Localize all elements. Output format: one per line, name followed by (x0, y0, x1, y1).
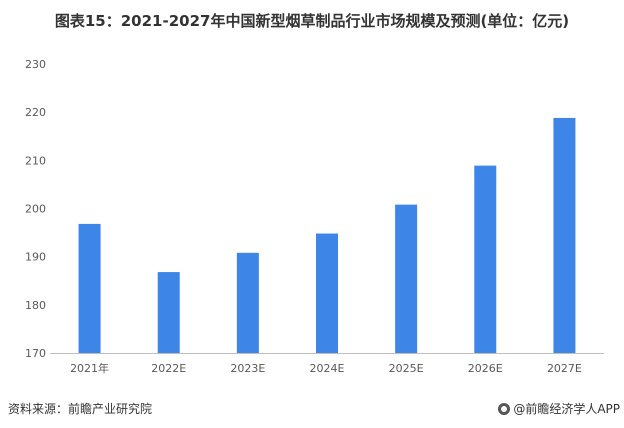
x-tick-label: 2022E (151, 362, 186, 375)
source-note: 资料来源：前瞻产业研究院 (8, 402, 153, 416)
x-tick-label: 2024E (310, 362, 345, 375)
bar (316, 233, 338, 353)
x-tick-label: 2027E (547, 362, 582, 375)
x-tick-label: 2023E (230, 362, 265, 375)
y-axis: 170 180 190 200 210 220 230 (25, 58, 46, 360)
y-tick-label: 170 (25, 347, 46, 360)
bar (78, 223, 101, 353)
brand-logo-icon (498, 402, 511, 415)
x-tick-label: 2021年 (70, 361, 109, 375)
bar-series (78, 117, 576, 354)
y-tick-label: 200 (25, 203, 46, 216)
bar (157, 272, 180, 353)
y-tick-label: 230 (25, 58, 46, 71)
x-tick-label: 2026E (468, 362, 503, 375)
bar (474, 165, 497, 353)
brand-credit: @前瞻经济学人APP (498, 400, 620, 417)
x-tick-label: 2025E (389, 362, 424, 375)
bar (395, 204, 418, 353)
y-tick-label: 190 (25, 251, 46, 264)
brand-text: @前瞻经济学人APP (513, 402, 620, 416)
chart-title: 图表15：2021-2027年中国新型烟草制品行业市场规模及预测(单位：亿元) (54, 12, 570, 30)
bar (553, 117, 576, 354)
y-tick-label: 220 (25, 106, 46, 119)
x-axis: 2021年 2022E 2023E 2024E 2025E 2026E 2027E (70, 361, 582, 375)
y-tick-label: 180 (25, 299, 46, 312)
y-tick-label: 210 (25, 154, 46, 167)
bar (236, 252, 259, 353)
